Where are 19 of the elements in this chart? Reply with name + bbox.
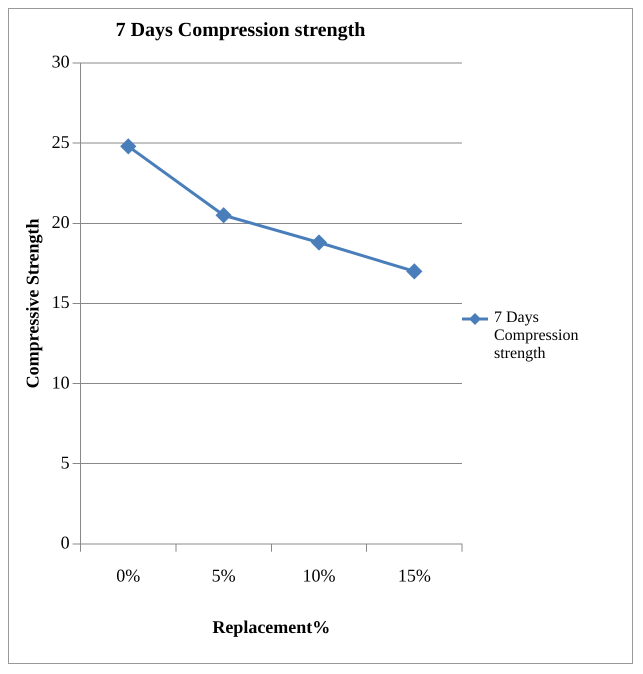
x-tick-label: 0% [116, 565, 140, 586]
y-tick-label: 15 [52, 292, 70, 312]
y-tick-label: 5 [60, 452, 70, 472]
x-tick-label: 10% [302, 565, 336, 586]
y-axis-title: Compressive Strength [22, 218, 42, 388]
point [120, 138, 136, 154]
y-tick-label: 10 [52, 372, 70, 392]
x-tick-label: 5% [212, 565, 236, 586]
legend-label: 7 Days Compression strength [494, 309, 580, 363]
x-tick-label: 15% [398, 565, 431, 586]
y-tick-label: 20 [52, 212, 70, 232]
y-tick-label: 25 [52, 132, 70, 152]
point [216, 208, 232, 223]
y-tick-label: 0 [60, 532, 70, 553]
point [406, 264, 422, 279]
chart-title: 7 Days Compression strength [116, 19, 366, 42]
x-axis-title: Replacement% [212, 616, 330, 637]
y-tick-label: 30 [52, 52, 70, 72]
point [311, 235, 326, 250]
